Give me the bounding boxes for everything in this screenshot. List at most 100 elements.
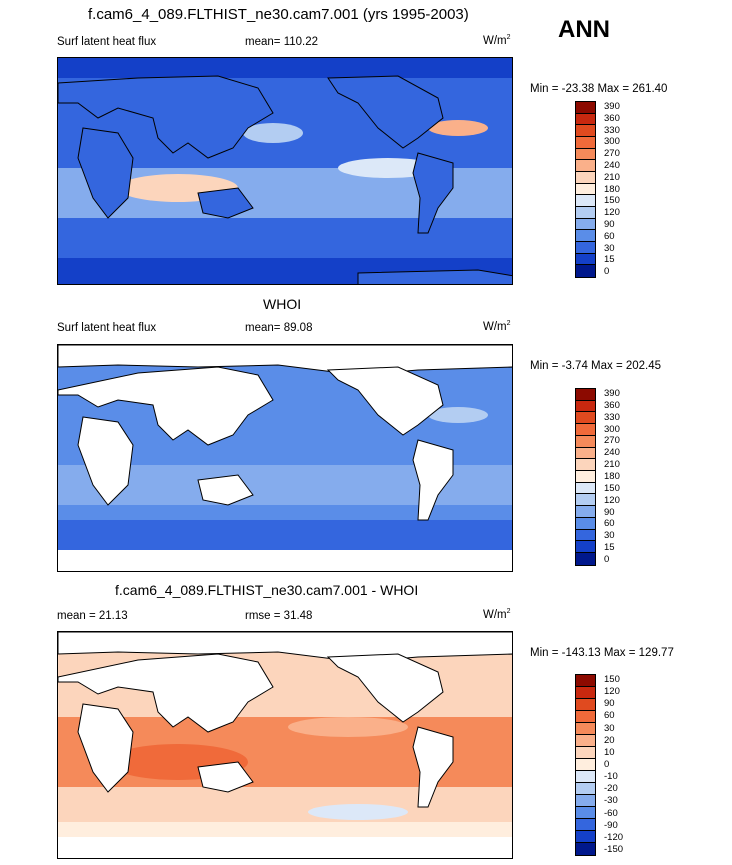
colorbar-swatch (576, 160, 595, 172)
colorbar-tick-label: 30 (604, 530, 615, 542)
colorbar-swatch (576, 807, 595, 819)
colorbar-tick-label: 120 (604, 686, 620, 698)
colorbar-tick-label: 90 (604, 506, 615, 518)
colorbar-tick-label: 360 (604, 399, 620, 411)
colorbar-swatch (576, 171, 595, 184)
panel1-variable: Surf latent heat flux (57, 36, 157, 48)
colorbar-tick-label: -120 (604, 831, 624, 843)
colorbar-tick-label: 150 (604, 195, 620, 207)
colorbar-swatch (576, 819, 595, 831)
colorbar-tick-label: 180 (604, 183, 620, 195)
colorbar-tick-label: -10 (604, 771, 618, 783)
colorbar-tick-label: 60 (604, 230, 615, 242)
panel3-map (57, 631, 513, 859)
colorbar-swatch (576, 494, 595, 507)
panel1-map-svg (58, 58, 512, 284)
colorbar-tick-label: 90 (604, 218, 615, 230)
panel2-stat: mean= 89.08 (245, 322, 313, 334)
colorbar-swatch (576, 517, 595, 530)
colorbar-tick-label: 20 (604, 734, 615, 746)
panel2-variable: Surf latent heat flux (57, 322, 157, 334)
colorbar-tick-label: 30 (604, 722, 615, 734)
colorbar-tick-label: -60 (604, 807, 618, 819)
colorbar-swatch (576, 389, 595, 401)
colorbar-tick-label: 10 (604, 746, 615, 758)
panel2-southern-band (58, 520, 512, 555)
panel1-arctic-band (58, 58, 512, 78)
colorbar-tick-label: 270 (604, 148, 620, 160)
colorbar-swatch (576, 783, 595, 795)
colorbar-swatch (576, 230, 595, 242)
panel2-map-svg (58, 345, 512, 571)
colorbar-tick-label: 60 (604, 710, 615, 722)
colorbar-swatch (576, 183, 595, 196)
colorbar-tick-label: 330 (604, 411, 620, 423)
colorbar-swatch (576, 412, 595, 425)
colorbar-swatch (576, 447, 595, 460)
colorbar-swatch (576, 795, 595, 807)
colorbar-swatch (576, 759, 595, 771)
colorbar-swatch (576, 195, 595, 207)
colorbar-swatch (576, 471, 595, 483)
colorbar-tick-label: 120 (604, 494, 620, 506)
colorbar-swatch (576, 831, 595, 843)
panel2-map (57, 344, 513, 572)
colorbar-tick-label: 15 (604, 542, 615, 554)
colorbar-swatch (576, 241, 595, 254)
colorbar-tick-label: -90 (604, 819, 618, 831)
panel2-coastlines (58, 345, 512, 521)
panel1-kuroshio (243, 123, 303, 143)
page-title: f.cam6_4_089.FLTHIST_ne30.cam7.001 (yrs … (88, 6, 469, 23)
colorbar-tick-label: 390 (604, 100, 620, 112)
panel3-coastlines (58, 632, 512, 808)
colorbar-swatch (576, 541, 595, 554)
panel3-pacific-band (288, 717, 408, 737)
panel1-minmax: Min = -23.38 Max = 261.40 (530, 83, 668, 95)
colorbar-tick-label: 330 (604, 124, 620, 136)
colorbar-tick-label: -150 (604, 843, 624, 855)
colorbar-tick-label: 90 (604, 698, 615, 710)
colorbar-tick-label: 0 (604, 759, 610, 770)
panel2-colorbar (575, 388, 596, 566)
colorbar-swatch (576, 265, 595, 277)
colorbar-swatch (576, 136, 595, 149)
colorbar-swatch (576, 506, 595, 518)
colorbar-tick-label: 150 (604, 482, 620, 494)
panel3-map-svg (58, 632, 512, 858)
panel2-antarctic-mask (58, 550, 512, 571)
panel3-minmax: Min = -143.13 Max = 129.77 (530, 647, 674, 659)
colorbar-swatch (576, 529, 595, 542)
season-label: ANN (558, 16, 610, 43)
colorbar-tick-label: 210 (604, 459, 620, 471)
panel1-units: W/m2 (483, 34, 511, 47)
panel3-antarctic-mask (58, 837, 512, 858)
panel2-gulfstream (428, 407, 488, 423)
panel3-mean: mean = 21.13 (57, 610, 128, 622)
colorbar-swatch (576, 771, 595, 783)
colorbar-tick-label: 240 (604, 447, 620, 459)
panel1-gulfstream (428, 120, 488, 136)
colorbar-swatch (576, 435, 595, 448)
colorbar-swatch (576, 687, 595, 699)
panel3-units: W/m2 (483, 608, 511, 621)
colorbar-swatch (576, 253, 595, 266)
colorbar-swatch (576, 675, 595, 687)
colorbar-swatch (576, 699, 595, 711)
colorbar-tick-label: 0 (604, 554, 610, 566)
colorbar-tick-label: 150 (604, 674, 620, 686)
colorbar-swatch (576, 125, 595, 137)
panel1-map (57, 57, 513, 285)
colorbar-swatch (576, 424, 595, 436)
panel1-colorbar (575, 101, 596, 278)
colorbar-tick-label: -20 (604, 783, 618, 795)
colorbar-tick-label: 180 (604, 471, 620, 482)
colorbar-swatch (576, 102, 595, 114)
colorbar-swatch (576, 553, 595, 565)
colorbar-tick-label: 390 (604, 387, 620, 399)
colorbar-tick-label: 240 (604, 159, 620, 171)
colorbar-swatch (576, 459, 595, 472)
colorbar-tick-label: 15 (604, 254, 615, 266)
colorbar-tick-label: 300 (604, 136, 620, 148)
colorbar-tick-label: 60 (604, 518, 615, 530)
colorbar-tick-label: -30 (604, 795, 618, 807)
